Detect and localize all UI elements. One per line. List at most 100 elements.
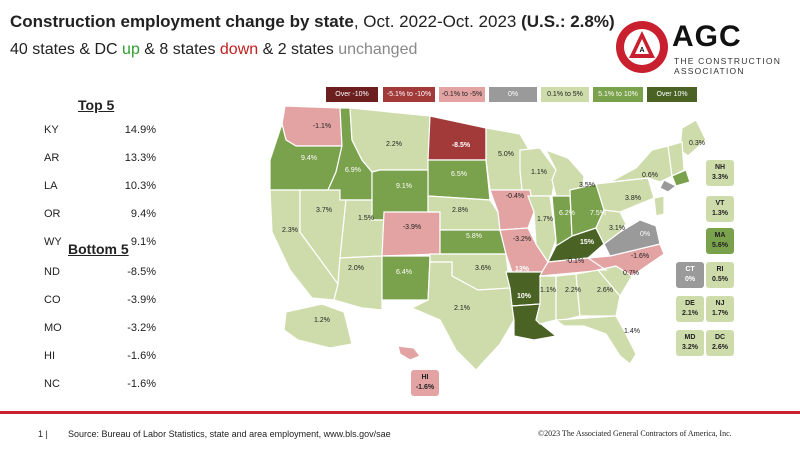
state-box-abbr: CT (685, 266, 695, 273)
page-subtitle: 40 states & DC up & 8 states down & 2 st… (10, 41, 417, 59)
state-HI-islands (397, 345, 421, 361)
map-label-ga: 2.6% (597, 287, 613, 294)
top5-state: OR (44, 208, 61, 220)
map-label-ia: -0.4% (506, 193, 524, 200)
state-ND (427, 115, 487, 161)
legend-item-2: -0.1% to -5% (438, 86, 486, 103)
map-label-ar: 13% (515, 266, 530, 273)
state-box-md: MD 3.2% (676, 330, 704, 356)
title-us: (U.S.: 2.8%) (521, 12, 615, 31)
map-label-mi: 3.5% (579, 182, 595, 189)
top5-state: KY (44, 124, 59, 136)
state-box-dc: DC 2.6% (706, 330, 734, 356)
map-label-id: 6.9% (345, 167, 361, 174)
bottom5-state: CO (44, 294, 61, 306)
subtitle-part2: & 8 states (139, 41, 220, 58)
legend-item-0: Over -10% (325, 86, 379, 103)
map-label-in: 6.2% (559, 210, 575, 217)
map-label-ut: 1.5% (358, 215, 374, 222)
state-AK (283, 303, 353, 349)
top5-value: 9.1% (130, 236, 156, 248)
state-box-value: 3.3% (712, 174, 728, 181)
bottom5-value: -3.9% (127, 294, 156, 306)
state-box-abbr: MD (684, 334, 696, 341)
map-label-nc: -1.6% (631, 253, 649, 260)
state-box-hi: HI -1.6% (411, 370, 439, 396)
agc-seal-icon: A (616, 21, 668, 73)
logo-tagline: THE CONSTRUCTION ASSOCIATION (674, 56, 781, 76)
map-label-nm: 6.4% (396, 269, 412, 276)
top5-value: 13.3% (124, 152, 156, 164)
map-label-ms: 1.1% (540, 287, 556, 294)
state-NM (381, 255, 431, 301)
map-label-az: 2.0% (348, 265, 364, 272)
bottom5-state: MO (44, 322, 62, 334)
us-map: -1.1% 9.4% 6.9% 2.2% -8.5% 5.0% 1.1% 3.5% 0.6% 0.… (269, 105, 707, 371)
top5-value: 10.3% (124, 180, 156, 192)
logo-name: AGC (672, 20, 742, 53)
state-MA-region (671, 169, 691, 187)
state-box-value: 1.3% (712, 210, 728, 217)
map-label-sd: 6.5% (451, 171, 467, 178)
map-label-mn: 5.0% (498, 151, 514, 158)
legend-item-1: -5.1% to -10% (382, 86, 436, 103)
map-label-tx: 2.1% (454, 305, 470, 312)
state-NY (609, 145, 673, 183)
title-main: Construction employment change by state (10, 12, 354, 31)
state-NJ-region (653, 195, 665, 217)
bottom5-state: HI (44, 350, 55, 362)
state-box-nj: NJ 1.7% (706, 296, 734, 322)
state-box-value: 5.6% (712, 242, 728, 249)
logo-sub1: THE CONSTRUCTION (674, 56, 782, 66)
map-label-wa: -1.1% (313, 123, 331, 130)
bottom5-state: NC (44, 378, 60, 390)
map-label-il: 1.7% (537, 216, 553, 223)
map-label-va: 0% (640, 231, 650, 238)
page-number: 1 | (38, 429, 48, 439)
state-box-abbr: NJ (715, 300, 725, 307)
state-box-value: 2.1% (682, 310, 698, 317)
subtitle-part1: 40 states & DC (10, 41, 123, 58)
map-label-me: 0.3% (689, 140, 705, 147)
state-box-value: 3.2% (682, 344, 698, 351)
source-note: Source: Bureau of Labor Statistics, stat… (68, 429, 391, 439)
map-label-wi: 1.1% (531, 169, 547, 176)
map-label-al: 2.2% (565, 287, 581, 294)
map-label-ak: 1.2% (314, 317, 330, 324)
top5-heading: Top 5 (78, 97, 115, 113)
bottom5-heading: Bottom 5 (68, 241, 129, 257)
state-box-ct: CT 0% (676, 262, 704, 288)
map-label-ny: 0.6% (642, 172, 658, 179)
top5-state: AR (44, 152, 60, 164)
state-box-value: 2.6% (712, 344, 728, 351)
title-period: , Oct. 2022-Oct. 2023 (353, 12, 522, 31)
state-CO (381, 211, 441, 257)
map-label-oh: 7.5% (590, 210, 606, 217)
page-title: Construction employment change by state,… (10, 12, 615, 32)
legend-item-6: Over 10% (646, 86, 698, 103)
state-box-abbr: NH (714, 164, 726, 171)
top5-state: LA (44, 180, 58, 192)
bottom5-value: -3.2% (127, 322, 156, 334)
state-CT-region (659, 179, 678, 193)
map-label-or: 9.4% (301, 155, 317, 162)
map-label-mo: -3.2% (513, 236, 531, 243)
subtitle-part3: & 2 states (258, 41, 339, 58)
subtitle-up: up (122, 41, 140, 58)
agc-logo: A AGC THE CONSTRUCTION ASSOCIATION (614, 18, 794, 80)
state-FL (554, 315, 637, 365)
map-label-ok: 3.6% (475, 265, 491, 272)
state-box-ri: RI 0.5% (706, 262, 734, 288)
state-box-value: -1.6% (415, 384, 435, 391)
top5-state: WY (44, 236, 62, 248)
bottom5-value: -1.6% (127, 378, 156, 390)
svg-text:A: A (639, 47, 644, 54)
state-box-abbr: DC (714, 334, 726, 341)
legend-item-4: 0.1% to 5% (540, 86, 590, 103)
map-label-pa: 3.8% (625, 195, 641, 202)
logo-sub2: ASSOCIATION (674, 66, 745, 76)
state-GA (575, 269, 621, 317)
state-box-nh: NH 3.3% (706, 160, 734, 186)
state-box-abbr: VT (715, 200, 725, 207)
map-label-nd: -8.5% (452, 142, 471, 149)
